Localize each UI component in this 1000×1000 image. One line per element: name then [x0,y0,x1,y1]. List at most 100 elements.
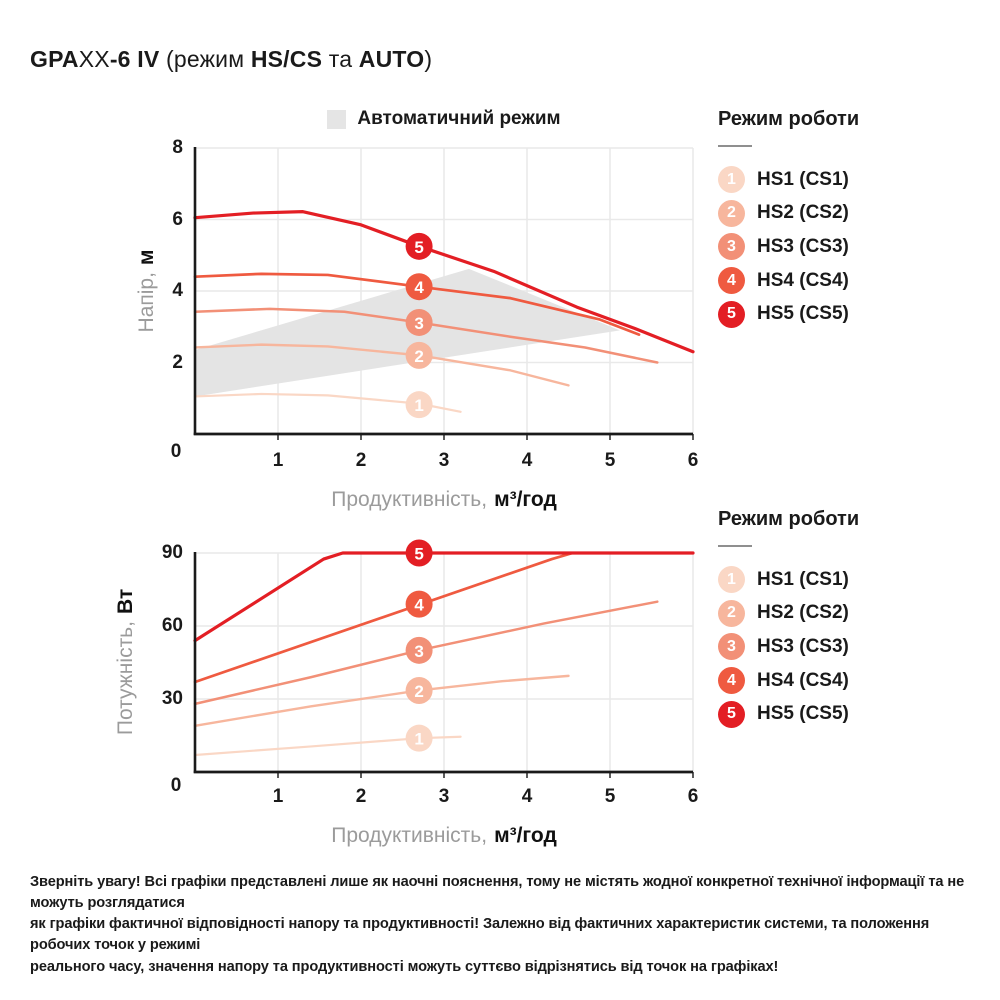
x-tick-label: 4 [521,450,533,471]
x-tick-label: 2 [355,786,367,807]
legend-head-chart: Режим роботи 1 HS1 (CS1) 2 HS2 (CS2) 3 HS3 (C… [718,108,980,331]
legend-item-label: HS2 (CS2) [757,202,849,224]
mode-badge-icon: 4 [718,267,745,295]
xaxis-label-unit: м³/год [494,824,557,847]
xaxis-label-name: Продуктивність, [331,488,488,511]
legend-power-chart: Режим роботи 1 HS1 (CS1) 2 HS2 (CS2) 3 HS3 (C… [718,508,980,731]
title-segment: AUTO [358,46,425,72]
legend-item-hs3: 3 HS3 (CS3) [718,230,980,264]
legend-items: 1 HS1 (CS1) 2 HS2 (CS2) 3 HS3 (CS3) 4 HS4 (CS4)… [718,163,980,331]
curve-hs1 [193,392,462,413]
legend-item-hs1: 1 HS1 (CS1) [718,163,980,197]
mode-badge-icon: 5 [718,700,745,728]
badge-number: 3 [414,314,423,333]
badge-number: 5 [414,545,423,564]
mode-badge-icon: 5 [718,300,745,328]
head-chart-xaxis-label: Продуктивність, м³/год [195,488,693,512]
power-chart-svg: 1 2 3 4 5 [193,539,695,778]
legend-item-hs2: 2 HS2 (CS2) [718,597,980,631]
legend-item-label: HS3 (CS3) [757,635,849,657]
title-segment: (режим [166,46,251,72]
curve-badge-1: 1 [405,724,433,752]
yaxis-label-unit: м [135,249,158,266]
legend-item-label: HS3 (CS3) [757,235,849,257]
legend-title: Режим роботи [718,508,860,530]
badge-number: 3 [414,642,423,661]
legend-item-hs5: 5 HS5 (CS5) [718,697,980,731]
legend-item-label: HS4 (CS4) [757,269,849,291]
yaxis-label-unit: Вт [114,588,137,615]
y-tick-label: 60 [161,615,183,636]
head-chart-svg: 1 2 3 4 5 [193,147,695,440]
legend-item-label: HS1 (CS1) [757,568,849,590]
disclaimer-line: реального часу, значення напору та проду… [30,958,779,975]
badge-number: 4 [414,278,424,297]
legend-item-label: HS5 (CS5) [757,703,849,725]
auto-mode-region [195,268,620,397]
curve-badge-2: 2 [405,676,433,704]
yaxis-label-name: Потужність, [114,621,137,736]
x-tick-label: 6 [687,450,699,471]
legend-item-hs3: 3 HS3 (CS3) [718,630,980,664]
legend-divider [718,545,752,547]
mode-badge-icon: 1 [718,566,745,594]
legend-item-label: HS1 (CS1) [757,168,849,190]
disclaimer: Зверніть увагу! Всі графіки представлені… [30,872,978,978]
yaxis-label-name: Напір, [135,272,158,333]
legend-divider [718,145,752,147]
x-tick-label: 4 [521,786,533,807]
x-tick-label: 3 [438,786,450,807]
auto-mode-swatch-icon [327,109,347,129]
title-segment: та [322,46,359,72]
badge-number: 2 [414,682,423,701]
x-tick-label: 1 [272,786,284,807]
y-tick-label: 90 [161,542,183,563]
y-tick-label: 30 [161,688,183,709]
title-segment: HS/CS [250,46,323,72]
mode-badge-icon: 1 [718,166,745,194]
curve-badge-2: 2 [405,341,433,369]
curve-hs2 [193,343,570,387]
title-segment: XX [78,46,110,72]
xaxis-label-unit: м³/год [494,488,557,511]
disclaimer-line: як графіки фактичної відповідності напор… [30,916,930,954]
legend-items: 1 HS1 (CS1) 2 HS2 (CS2) 3 HS3 (CS3) 4 HS4 (CS4)… [718,563,980,731]
legend-item-label: HS4 (CS4) [757,669,849,691]
legend-title: Режим роботи [718,108,860,130]
y-tick-label: 2 [172,351,183,373]
curve-badge-3: 3 [405,308,433,336]
legend-item-label: HS2 (CS2) [757,602,849,624]
curve-hs1 [193,735,462,757]
y-tick-label: 4 [172,280,183,301]
legend-item-hs2: 2 HS2 (CS2) [718,197,980,231]
xaxis-label-name: Продуктивність, [331,824,488,847]
badge-number: 1 [414,730,423,749]
title-segment: -6 IV [109,46,166,72]
legend-item-hs5: 5 HS5 (CS5) [718,297,980,331]
title-segment: GPA [30,46,79,72]
mode-badge-icon: 2 [718,599,745,627]
curve-badge-3: 3 [405,636,433,664]
y-tick-label: 6 [172,208,183,230]
badge-number: 5 [414,238,423,257]
legend-item-hs4: 4 HS4 (CS4) [718,664,980,698]
curve-hs2 [193,674,570,727]
x-tick-label: 3 [438,450,450,471]
mode-badge-icon: 2 [718,199,745,227]
mode-badge-icon: 3 [718,233,745,261]
title-segment: ) [424,46,433,72]
origin-tick-label: 0 [170,441,182,462]
legend-item-label: HS5 (CS5) [757,303,849,325]
curve-badge-5: 5 [405,232,433,260]
curve-hs5 [193,551,695,643]
x-tick-label: 6 [687,786,699,807]
auto-mode-legend: Автоматичний режим [195,108,693,130]
power-chart-yaxis-label: Потужність, Вт [114,589,138,735]
x-tick-label: 5 [604,450,616,471]
page-title: GPAXX-6 IV (режим HS/CS та AUTO) [30,46,432,73]
curve-badge-4: 4 [405,590,433,618]
y-tick-label: 8 [172,137,183,158]
x-tick-label: 5 [604,786,616,807]
auto-mode-label: Автоматичний режим [357,108,561,129]
